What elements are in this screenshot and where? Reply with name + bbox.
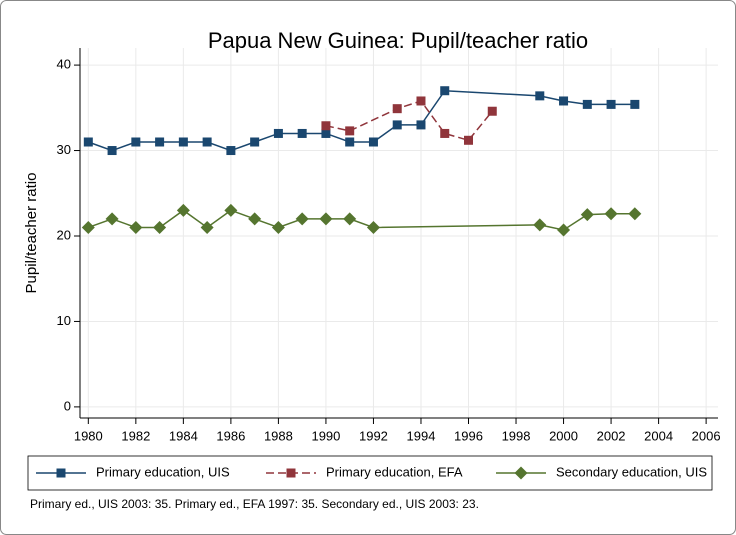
marker bbox=[202, 137, 212, 147]
x-tick-label: 1994 bbox=[407, 428, 436, 443]
marker bbox=[630, 99, 640, 109]
marker bbox=[56, 468, 66, 478]
marker bbox=[286, 468, 296, 478]
marker bbox=[559, 96, 569, 106]
note: Primary ed., UIS 2003: 35. Primary ed., … bbox=[30, 497, 479, 511]
x-tick-label: 1980 bbox=[74, 428, 103, 443]
x-tick-label: 1990 bbox=[311, 428, 340, 443]
marker bbox=[105, 212, 119, 226]
marker bbox=[321, 128, 331, 138]
marker bbox=[271, 220, 285, 234]
marker bbox=[368, 137, 378, 147]
marker bbox=[345, 126, 355, 136]
x-tick-label: 1986 bbox=[216, 428, 245, 443]
marker bbox=[440, 86, 450, 96]
marker bbox=[440, 128, 450, 138]
x-tick-label: 2004 bbox=[644, 428, 673, 443]
marker bbox=[295, 212, 309, 226]
marker bbox=[319, 212, 333, 226]
x-tick-label: 1996 bbox=[454, 428, 483, 443]
marker bbox=[273, 128, 283, 138]
marker bbox=[131, 137, 141, 147]
x-tick-label: 2006 bbox=[692, 428, 721, 443]
marker bbox=[297, 128, 307, 138]
marker bbox=[250, 137, 260, 147]
marker bbox=[628, 207, 642, 221]
x-tick-label: 1982 bbox=[121, 428, 150, 443]
x-tick-label: 1992 bbox=[359, 428, 388, 443]
marker bbox=[155, 137, 165, 147]
x-tick-label: 2000 bbox=[549, 428, 578, 443]
x-tick-label: 1988 bbox=[264, 428, 293, 443]
marker bbox=[81, 220, 95, 234]
marker bbox=[416, 120, 426, 130]
marker bbox=[582, 99, 592, 109]
x-tick-label: 2002 bbox=[597, 428, 626, 443]
marker bbox=[416, 96, 426, 106]
marker bbox=[129, 220, 143, 234]
marker bbox=[580, 208, 594, 222]
legend-label: Primary education, UIS bbox=[96, 464, 230, 479]
marker bbox=[224, 203, 238, 217]
marker bbox=[392, 120, 402, 130]
marker bbox=[557, 223, 571, 237]
marker bbox=[226, 146, 236, 156]
y-tick-label: 30 bbox=[57, 142, 71, 157]
marker bbox=[366, 220, 380, 234]
marker bbox=[176, 203, 190, 217]
marker bbox=[345, 137, 355, 147]
marker bbox=[178, 137, 188, 147]
marker bbox=[535, 91, 545, 101]
y-tick-label: 40 bbox=[57, 57, 71, 72]
marker bbox=[464, 135, 474, 145]
y-tick-label: 20 bbox=[57, 227, 71, 242]
marker bbox=[487, 106, 497, 116]
legend bbox=[27, 455, 713, 491]
marker bbox=[343, 212, 357, 226]
marker bbox=[200, 220, 214, 234]
legend-label: Primary education, EFA bbox=[326, 464, 463, 479]
x-tick-label: 1984 bbox=[169, 428, 198, 443]
legend-label: Secondary education, UIS bbox=[556, 464, 707, 479]
x-tick-label: 1998 bbox=[502, 428, 531, 443]
y-tick-label: 10 bbox=[57, 313, 71, 328]
marker bbox=[153, 220, 167, 234]
marker bbox=[606, 99, 616, 109]
marker bbox=[321, 121, 331, 131]
y-tick-label: 0 bbox=[64, 398, 71, 413]
y-axis-label: Pupil/teacher ratio bbox=[23, 173, 40, 294]
marker bbox=[514, 466, 528, 480]
chart-title: Papua New Guinea: Pupil/teacher ratio bbox=[208, 28, 588, 53]
marker bbox=[604, 207, 618, 221]
marker bbox=[107, 146, 117, 156]
marker bbox=[533, 218, 547, 232]
marker bbox=[248, 212, 262, 226]
marker bbox=[83, 137, 93, 147]
marker bbox=[392, 104, 402, 114]
